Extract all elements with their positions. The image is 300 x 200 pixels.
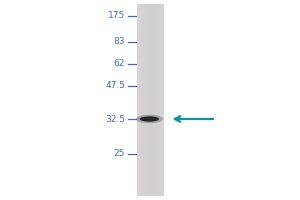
Bar	[160, 4, 161, 196]
Ellipse shape	[140, 116, 159, 122]
Bar	[155, 4, 157, 196]
Bar	[139, 4, 141, 196]
Bar	[142, 4, 143, 196]
Bar	[149, 4, 150, 196]
Bar	[143, 4, 145, 196]
Bar	[150, 4, 152, 196]
Bar	[141, 4, 142, 196]
Bar	[147, 4, 149, 196]
Text: 47.5: 47.5	[105, 82, 125, 90]
Bar	[145, 4, 146, 196]
Bar	[138, 4, 139, 196]
Text: 62: 62	[114, 60, 125, 68]
Bar	[162, 4, 164, 196]
Text: 25: 25	[114, 150, 125, 158]
Bar	[152, 4, 153, 196]
Bar	[154, 4, 155, 196]
Bar	[146, 4, 147, 196]
Text: 175: 175	[108, 11, 125, 21]
Bar	[161, 4, 162, 196]
Bar	[158, 4, 160, 196]
Ellipse shape	[136, 115, 163, 123]
Bar	[153, 4, 154, 196]
Text: 83: 83	[114, 38, 125, 46]
Bar	[136, 4, 164, 196]
Bar	[136, 4, 138, 196]
Bar	[157, 4, 158, 196]
Text: 32.5: 32.5	[105, 114, 125, 123]
